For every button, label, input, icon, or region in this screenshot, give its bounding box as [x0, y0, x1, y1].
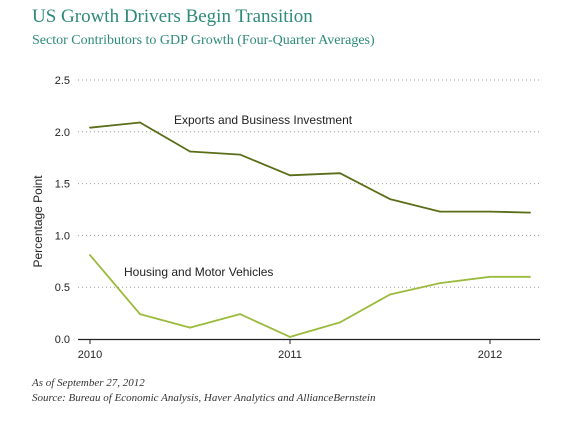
data-point — [529, 211, 531, 214]
data-point — [239, 313, 241, 316]
housing-motor-vehicles-line — [89, 254, 530, 338]
data-point — [529, 275, 531, 278]
series-lines — [89, 121, 531, 338]
data-point — [389, 293, 391, 296]
data-point — [389, 198, 391, 201]
data-point — [239, 153, 241, 156]
data-point — [139, 313, 141, 316]
y-tick-label: 1.5 — [55, 179, 70, 191]
data-point — [489, 275, 491, 278]
as-of-note: As of September 27, 2012 — [32, 377, 145, 389]
data-point — [339, 321, 341, 324]
data-point — [339, 172, 341, 175]
data-point — [89, 254, 91, 256]
data-point — [139, 121, 141, 124]
grid-lines — [78, 79, 540, 288]
x-tick-label: 2012 — [478, 349, 502, 361]
x-tick-label: 2010 — [78, 349, 102, 361]
chart-title: US Growth Drivers Begin Transition — [32, 6, 313, 27]
data-point — [189, 326, 191, 329]
y-tick-label: 1.0 — [55, 230, 70, 242]
data-point — [289, 174, 291, 177]
y-axis: 0.0 0.5 1.0 1.5 2.0 2.5 — [55, 75, 70, 346]
y-tick-label: 0.0 — [55, 334, 70, 346]
data-point — [289, 336, 291, 338]
exports-business-investment-line — [89, 121, 531, 214]
data-point — [489, 210, 491, 213]
data-point — [439, 210, 441, 213]
y-axis-label: Percentage Point — [31, 175, 45, 268]
data-point — [189, 150, 191, 153]
y-tick-label: 2.5 — [55, 75, 70, 87]
y-tick-label: 2.0 — [55, 127, 70, 139]
y-tick-label: 0.5 — [55, 282, 70, 294]
series-label-housing: Housing and Motor Vehicles — [124, 265, 273, 279]
data-point — [439, 282, 441, 284]
chart-subtitle: Sector Contributors to GDP Growth (Four-… — [32, 33, 375, 48]
x-tick-label: 2011 — [278, 349, 302, 361]
x-axis: 2010 2011 2012 — [78, 338, 540, 361]
data-point — [89, 126, 91, 129]
series-label-exports: Exports and Business Investment — [174, 113, 353, 127]
source-note: Source: Bureau of Economic Analysis, Hav… — [32, 392, 376, 404]
